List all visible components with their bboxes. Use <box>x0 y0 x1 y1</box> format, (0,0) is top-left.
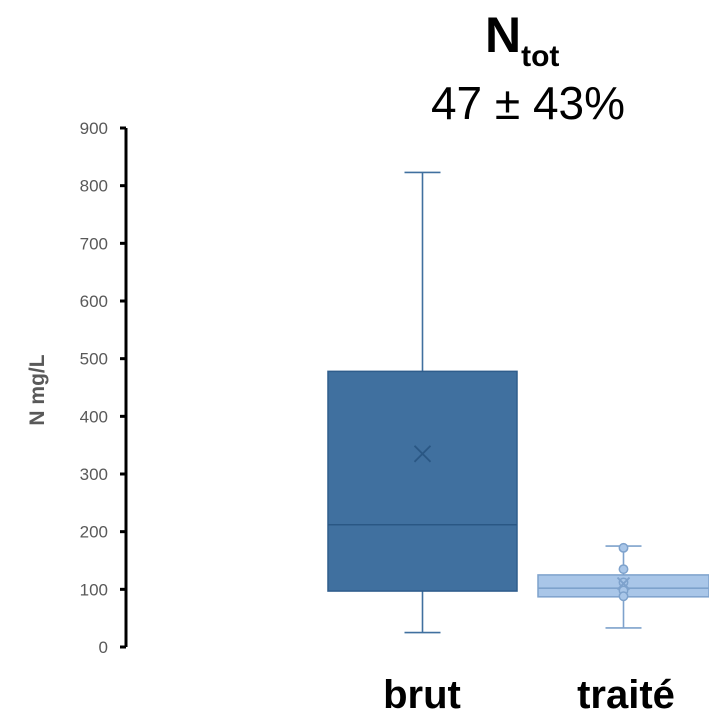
box-brut <box>327 370 518 592</box>
y-tick-label: 800 <box>80 177 108 196</box>
category-label-traite: traité <box>577 673 675 717</box>
y-tick-label: 600 <box>80 292 108 311</box>
y-tick-label: 900 <box>80 119 108 138</box>
y-tick-label: 300 <box>80 465 108 484</box>
chart-title-subscript: tot <box>521 40 559 73</box>
data-point-traite <box>618 542 629 553</box>
category-label-brut: brut <box>383 673 461 717</box>
y-tick-label: 0 <box>99 638 108 657</box>
data-point-traite <box>618 564 629 575</box>
mean-marker-stroke <box>616 576 631 591</box>
chart-title: Ntot <box>485 7 559 73</box>
chart-title-main: N <box>485 7 521 63</box>
y-axis-label: N mg/L <box>26 354 49 425</box>
data-point-traite <box>618 591 629 602</box>
mean-marker-traite <box>616 576 631 591</box>
chart-subtitle: 47 ± 43% <box>431 77 625 129</box>
mean-marker-stroke <box>413 445 432 463</box>
y-axis: 0 100 200 300 400 500 600 700 800 900 <box>80 119 128 657</box>
y-tick-label: 100 <box>80 580 108 599</box>
mean-marker-brut <box>413 445 432 463</box>
y-tick-label: 200 <box>80 523 108 542</box>
y-tick-label: 500 <box>80 350 108 369</box>
y-tick-label: 700 <box>80 234 108 253</box>
plot-area <box>327 171 709 634</box>
y-tick-label: 400 <box>80 407 108 426</box>
